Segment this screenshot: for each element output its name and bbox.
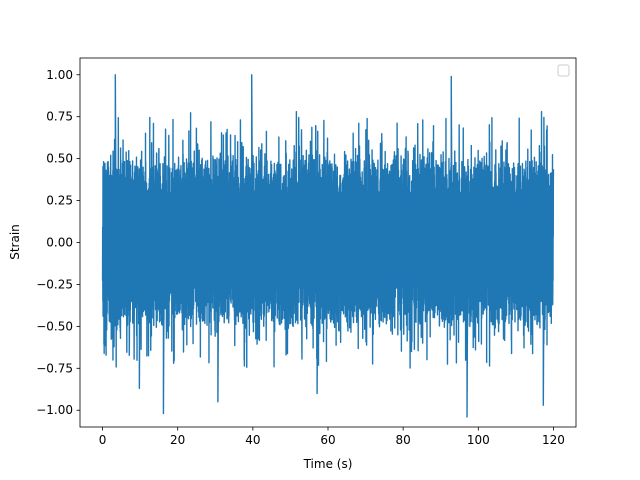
- x-tick-label: 100: [467, 433, 490, 447]
- y-tick-label: −0.75: [36, 361, 73, 375]
- y-tick-label: −0.25: [36, 277, 73, 291]
- x-axis-label: Time (s): [303, 457, 353, 471]
- y-tick-label: 0.00: [46, 236, 73, 250]
- x-tick-label: 20: [170, 433, 185, 447]
- y-tick-label: 0.25: [46, 194, 73, 208]
- y-tick-label: 1.00: [46, 68, 73, 82]
- strain-series-line: [101, 74, 555, 418]
- y-tick-label: −0.50: [36, 319, 73, 333]
- x-tick-label: 60: [320, 433, 335, 447]
- legend-box[interactable]: [557, 64, 570, 77]
- x-tick-label: 40: [245, 433, 260, 447]
- y-axis: −1.00 −0.75 −0.50 −0.25 0.00 0.25 0.50 0.75 1.00: [36, 68, 80, 417]
- x-tick-label: 80: [396, 433, 411, 447]
- y-tick-label: 0.75: [46, 110, 73, 124]
- y-axis-label: Strain: [8, 224, 22, 260]
- y-tick-label: −1.00: [36, 403, 73, 417]
- plot-area: [101, 74, 555, 418]
- x-tick-label: 0: [99, 433, 107, 447]
- y-tick-label: 0.50: [46, 152, 73, 166]
- x-tick-label: 120: [542, 433, 565, 447]
- x-axis: 0 20 40 60 80 100 120: [99, 427, 565, 447]
